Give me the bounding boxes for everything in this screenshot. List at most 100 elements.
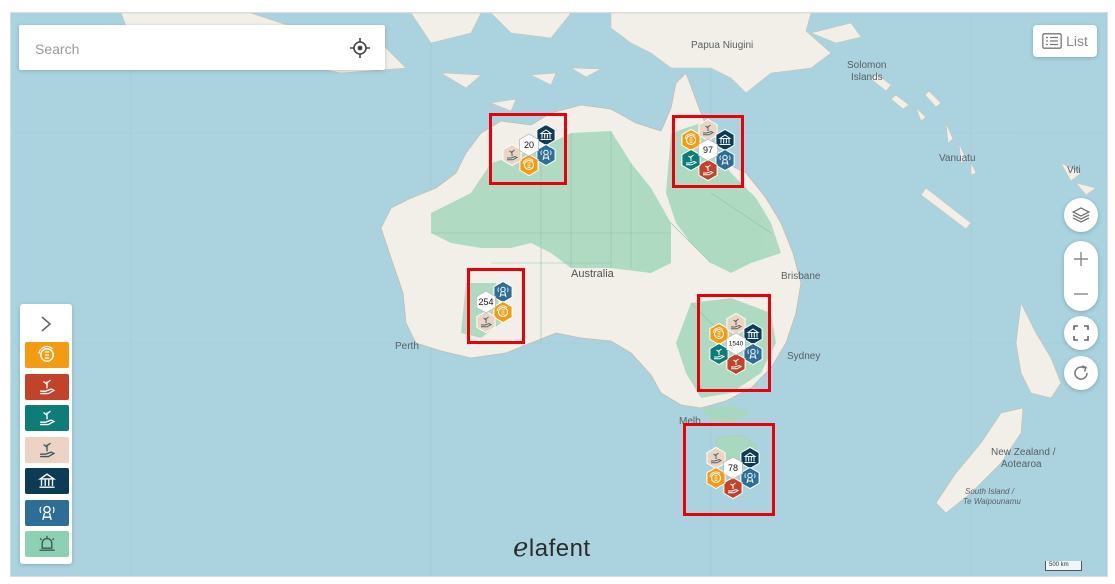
label-perth: Perth — [395, 341, 419, 352]
category-aid-teal-button[interactable] — [25, 405, 69, 431]
category-filter-panel — [20, 304, 72, 564]
minus-icon — [1074, 292, 1088, 295]
logo-wordmark: lafent — [528, 535, 591, 562]
refresh-icon — [1074, 365, 1088, 380]
layers-icon — [1071, 207, 1091, 223]
label-sydney: Sydney — [787, 351, 820, 362]
category-aid-beige-button[interactable] — [25, 436, 69, 463]
cluster-west-orange-marker[interactable] — [493, 300, 513, 324]
cluster-northeast-teal-marker[interactable] — [681, 148, 701, 172]
antenna-tower-icon — [719, 154, 731, 166]
nz-north-island — [1015, 301, 1062, 399]
cluster-east-beige-marker[interactable] — [726, 312, 746, 336]
hand-seedling-icon — [507, 149, 519, 161]
cluster-northeast-red-marker[interactable] — [698, 158, 718, 182]
bank-building-icon — [743, 452, 757, 463]
hand-seedling-icon — [703, 124, 715, 136]
cluster-west[interactable]: 254 — [476, 280, 513, 334]
locate-me-icon[interactable] — [349, 37, 371, 59]
label-south-island-1: South Island / — [965, 487, 1015, 496]
cluster-northeast[interactable]: 97 — [681, 118, 735, 182]
hand-seedling-icon — [714, 348, 726, 360]
cluster-east-teal-marker[interactable] — [709, 342, 729, 366]
chevron-right-icon — [41, 316, 52, 332]
nz-south-island — [935, 407, 1024, 514]
cluster-southeast-count: 78 — [728, 463, 738, 473]
category-broadcast-button[interactable] — [25, 499, 69, 526]
category-alert-button[interactable] — [25, 531, 69, 557]
label-nz-1: New Zealand / — [991, 447, 1056, 458]
hand-seedling-icon — [731, 358, 743, 370]
cluster-northeast-navy-marker[interactable] — [715, 128, 735, 152]
highlight-box-east — [697, 294, 771, 392]
plus-icon — [1074, 251, 1088, 266]
cluster-east-count-marker[interactable]: 1540 — [726, 332, 746, 356]
bank-building-icon — [37, 473, 57, 488]
cluster-west-count-marker[interactable]: 254 — [476, 290, 496, 314]
cluster-northwest-count-marker[interactable]: 20 — [519, 133, 539, 157]
cluster-northeast-count: 97 — [703, 145, 713, 155]
search-box — [19, 25, 385, 70]
category-aid-red-button[interactable] — [25, 373, 69, 400]
label-brisbane: Brisbane — [781, 271, 821, 282]
hand-seedling-icon — [711, 452, 723, 464]
coin-cycle-icon — [38, 346, 54, 362]
antenna-tower-icon — [747, 348, 759, 360]
cluster-southeast-red-marker[interactable] — [723, 476, 743, 500]
map-viewport[interactable]: Papua Niugini Solomon Islands Vanuatu Vi… — [10, 12, 1108, 577]
bank-building-icon — [539, 129, 553, 140]
label-nz-2: Aotearoa — [1001, 459, 1042, 470]
list-icon — [1042, 33, 1062, 49]
cluster-northwest-beige-marker[interactable] — [502, 143, 522, 167]
coin-cycle-icon — [709, 471, 722, 484]
siren-icon — [39, 535, 55, 551]
new-guinea-landmass — [610, 13, 832, 94]
layers-button[interactable] — [1064, 198, 1098, 232]
hand-seedling-icon — [731, 318, 743, 330]
search-input[interactable] — [33, 35, 337, 63]
bank-building-icon — [718, 134, 732, 145]
cluster-northwest[interactable]: 20 — [502, 123, 556, 177]
hand-seedling-icon — [728, 482, 740, 494]
highlight-box-northwest — [489, 113, 567, 185]
coin-cycle-icon — [522, 158, 535, 171]
cluster-southeast[interactable]: 78 — [706, 446, 760, 500]
fullscreen-button[interactable] — [1064, 316, 1098, 350]
highlight-box-west — [467, 268, 525, 344]
cluster-southeast-count-marker[interactable]: 78 — [723, 456, 743, 480]
list-view-label: List — [1066, 33, 1088, 49]
cluster-southeast-orange-marker[interactable] — [706, 466, 726, 490]
label-australia: Australia — [571, 268, 615, 280]
expand-panel-button[interactable] — [34, 312, 58, 336]
scale-bar: 500 km — [1045, 561, 1082, 571]
coin-cycle-icon — [712, 327, 725, 340]
map-canvas[interactable]: Papua Niugini Solomon Islands Vanuatu Vi… — [11, 13, 1107, 576]
cluster-east-count: 1540 — [729, 341, 744, 348]
zoom-in-button[interactable] — [1064, 241, 1098, 276]
antenna-tower-icon — [497, 286, 509, 298]
coin-cycle-icon — [496, 305, 509, 318]
label-vanuatu: Vanuatu — [939, 153, 976, 164]
elafent-logo: elafent — [513, 533, 591, 563]
coin-cycle-icon — [684, 133, 697, 146]
category-finance-button[interactable] — [25, 342, 69, 368]
cluster-east[interactable]: 1540 — [709, 312, 763, 376]
hand-seedling-icon — [40, 379, 56, 394]
hand-seedling-icon — [481, 316, 493, 328]
category-institution-button[interactable] — [25, 468, 69, 494]
zoom-out-button[interactable] — [1064, 276, 1098, 311]
hand-seedling-icon — [703, 164, 715, 176]
list-view-button[interactable]: List — [1033, 25, 1097, 57]
fullscreen-icon — [1073, 325, 1089, 341]
cluster-northeast-beige-marker[interactable] — [698, 118, 718, 142]
cluster-west-count: 254 — [478, 297, 493, 307]
hand-seedling-icon — [686, 154, 698, 166]
reset-view-button[interactable] — [1064, 356, 1098, 390]
label-solomon-1: Solomon — [847, 60, 886, 71]
cluster-northeast-count-marker[interactable]: 97 — [698, 138, 718, 162]
logo-mark: e — [513, 533, 529, 563]
antenna-tower-icon — [744, 472, 756, 484]
label-solomon-2: Islands — [851, 72, 883, 83]
label-papua: Papua Niugini — [691, 40, 753, 51]
label-viti: Viti — [1067, 165, 1081, 176]
